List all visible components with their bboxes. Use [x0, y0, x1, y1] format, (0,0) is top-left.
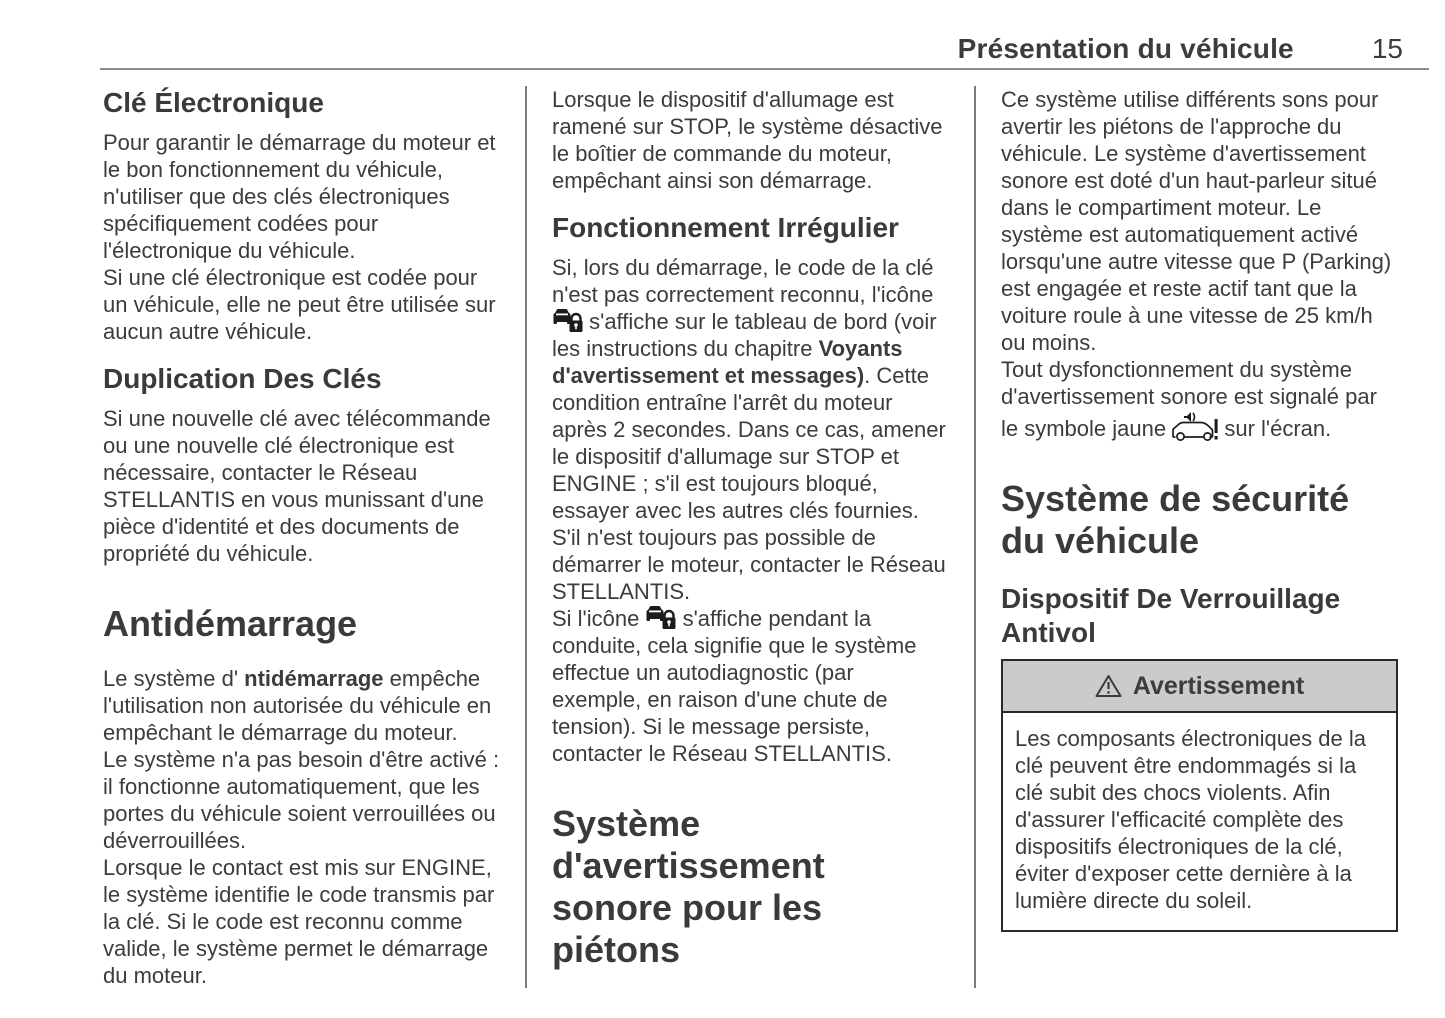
car-horn-fault-icon [1172, 412, 1218, 441]
paragraph-text: sur l'écran. [1218, 416, 1332, 441]
column-right: Ce système utilise différents sons pour … [1001, 86, 1398, 988]
car-lock-icon [553, 309, 583, 332]
paragraph-text: Ce système utilise différents sons pour … [1001, 87, 1392, 355]
warning-title: Avertissement [1132, 671, 1305, 700]
paragraph-sound-system: Ce système utilise différents sons pour … [1001, 86, 1398, 442]
paragraph-text: Si une clé électronique est codée pour u… [103, 265, 496, 344]
car-lock-icon [646, 606, 676, 629]
page-header: Présentation du véhicule 15 [100, 0, 1429, 70]
warning-triangle-icon [1095, 675, 1122, 697]
paragraph-text: s'affiche sur le tableau de bord (voir l… [552, 309, 937, 361]
section-heading-vehicle-security: Système de sécurité du véhicule [1001, 478, 1350, 561]
bold-term: ntidémarrage [244, 666, 384, 691]
paragraph-text: Le système n'a pas besoin d'être activé … [103, 747, 500, 853]
paragraph-electronic-key: Pour garantir le démarrage du moteur et … [103, 129, 500, 345]
section-heading-electronic-key: Clé Électronique [103, 87, 324, 118]
paragraph-key-duplication: Si une nouvelle clé avec télécommande ou… [103, 406, 491, 566]
column-divider [525, 86, 527, 988]
paragraph-irregular-1: Si, lors du démarrage, le code de la clé… [552, 254, 949, 605]
paragraph-text: Tout dysfonctionnement du système d'aver… [1001, 356, 1398, 442]
paragraph-text: Tout dysfonctionnement du système d'aver… [1001, 357, 1377, 441]
paragraph-irregular-2: Si l'icône s'affiche pendant la conduite… [552, 605, 949, 767]
warning-body: Les composants électroniques de la clé p… [1015, 726, 1366, 913]
column-left: Clé Électronique Pour garantir le démarr… [103, 86, 500, 988]
paragraph-text: empêche l'utilisation non autorisée du v… [103, 666, 492, 745]
paragraph-text: Si l'icône [552, 606, 646, 631]
paragraph-immobilizer: Le système d' ntidémarrage empêche l'uti… [103, 665, 500, 988]
page-number: 15 [1371, 33, 1403, 64]
warning-box-header: Avertissement [1003, 661, 1396, 713]
warning-box: Avertissement Les composants électroniqu… [1001, 659, 1398, 932]
content-columns: Clé Électronique Pour garantir le démarr… [103, 86, 1398, 988]
paragraph-stop: Lorsque le dispositif d'allumage est ram… [552, 87, 943, 193]
section-heading-pedestrian-warning: Système d'avertissement sonore pour les … [552, 803, 825, 970]
column-middle: Lorsque le dispositif d'allumage est ram… [552, 86, 949, 988]
paragraph-text: Le système d' [103, 666, 245, 691]
section-heading-irregular-operation: Fonctionnement Irrégulier [552, 212, 899, 243]
section-heading-antitheft-lock: Dispositif De Verrouillage Antivol [1001, 583, 1341, 648]
paragraph-text: Si, lors du démarrage, le code de la clé… [552, 255, 934, 307]
paragraph-text: Pour garantir le démarrage du moteur et … [103, 130, 496, 263]
section-heading-immobilizer: Antidémarrage [103, 603, 358, 644]
paragraph-text: Lorsque le contact est mis sur ENGINE, l… [103, 855, 495, 988]
bold-reference: Voyants d'avertissement et messages) [552, 336, 903, 388]
paragraph-text: Le système d' ntidémarrage empêche l'uti… [103, 665, 500, 746]
chapter-title: Présentation du véhicule [957, 33, 1294, 64]
column-divider [974, 86, 976, 988]
section-heading-key-duplication: Duplication Des Clés [103, 363, 382, 394]
paragraph-text: s'affiche pendant la conduite, cela sign… [552, 606, 917, 766]
paragraph-text: . Cette condition entraîne l'arrêt du mo… [552, 363, 946, 604]
